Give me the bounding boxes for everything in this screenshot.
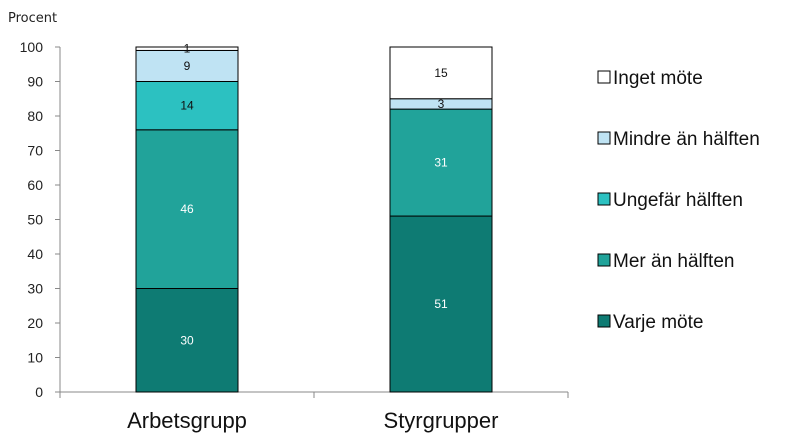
data-label: 15 — [434, 66, 448, 80]
data-label: 3 — [438, 97, 445, 111]
y-tick-label: 60 — [27, 177, 43, 193]
y-tick-label: 10 — [27, 350, 43, 366]
data-label: 1 — [184, 42, 191, 56]
y-tick-label: 30 — [27, 281, 43, 297]
bar-segment — [135, 288, 239, 393]
y-tick-label: 50 — [27, 212, 43, 228]
legend-label: Inget möte — [613, 68, 703, 89]
x-category-label: Styrgrupper — [384, 408, 499, 433]
x-categories: Arbetsgrupp Styrgrupper — [127, 408, 498, 433]
legend-swatch — [597, 253, 611, 267]
y-tick-label: 40 — [27, 246, 43, 262]
legend-label: Mer än hälften — [613, 251, 734, 272]
legend-label: Varje möte — [613, 312, 703, 333]
bar-segment — [389, 108, 493, 217]
y-tick-label: 100 — [20, 39, 44, 55]
legend-label: Ungefär hälften — [613, 190, 743, 211]
y-tick-label: 80 — [27, 108, 43, 124]
data-label: 30 — [180, 333, 194, 347]
data-label: 14 — [180, 99, 194, 113]
y-tick-label: 20 — [27, 315, 43, 331]
y-tick-label: 70 — [27, 143, 43, 159]
bar-segment — [389, 46, 493, 100]
legend-swatch — [597, 192, 611, 206]
data-label: 31 — [434, 156, 448, 170]
legend-label: Mindre än hälften — [613, 129, 760, 150]
y-axis-label: Procent — [8, 11, 57, 26]
bar-segment — [135, 81, 239, 131]
bar-segment — [135, 49, 239, 82]
legend-swatch — [597, 314, 611, 328]
x-category-label: Arbetsgrupp — [127, 408, 247, 433]
legend-swatch — [597, 70, 611, 84]
y-ticks: 0 10 20 30 40 50 60 70 80 90 100 — [20, 39, 60, 400]
data-label: 9 — [184, 59, 191, 73]
bar-segment — [135, 129, 239, 289]
legend-swatch — [597, 131, 611, 145]
data-label: 51 — [434, 297, 448, 311]
bar-segment — [135, 46, 239, 51]
y-tick-label: 0 — [35, 384, 43, 400]
bars: 30 46 14 9 1 51 31 3 15 — [135, 42, 493, 393]
y-tick-label: 90 — [27, 74, 43, 90]
data-label: 46 — [180, 202, 194, 216]
legend: Inget möte Mindre än hälften Ungefär hälft… — [597, 68, 760, 333]
